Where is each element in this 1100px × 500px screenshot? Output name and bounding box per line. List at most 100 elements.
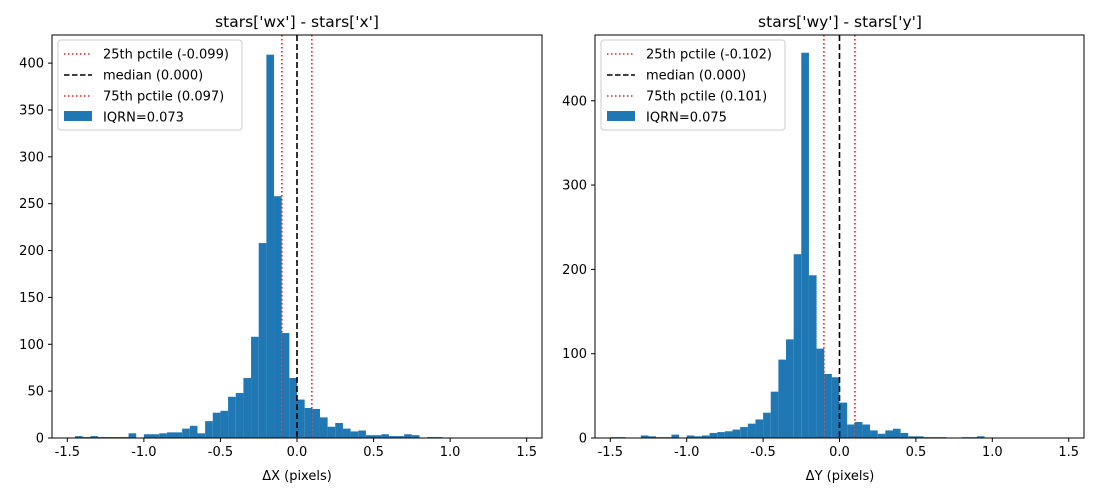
x-ticks: -1.5 -1.0 -0.5 0.0 0.5 1.0 1.5	[55, 438, 537, 460]
legend-label-hist: IQRN=0.075	[646, 111, 727, 126]
legend-label-75th: 75th pctile (0.101)	[646, 90, 767, 105]
histogram-bar	[396, 436, 405, 438]
histogram-bar	[182, 428, 190, 438]
x-tick-label: -0.5	[208, 445, 233, 460]
histogram-bar	[847, 424, 855, 438]
y-tick-label: 100	[19, 338, 44, 353]
histogram-bar	[732, 429, 741, 438]
histogram-bar	[335, 423, 343, 438]
histogram-bar	[166, 432, 175, 438]
histogram-bar	[243, 378, 252, 438]
x-tick-label: 0.0	[287, 445, 308, 460]
histogram-bar	[977, 436, 985, 438]
histogram-bar	[808, 275, 817, 438]
histogram-bar	[801, 52, 809, 439]
histogram-bar	[816, 348, 825, 438]
legend-label-75th: 75th pctile (0.097)	[103, 90, 224, 105]
histogram-bar	[289, 378, 297, 438]
histogram-bar	[274, 196, 282, 438]
histogram-bar	[740, 427, 748, 438]
y-tick-label: 200	[562, 263, 587, 278]
histogram-bar	[90, 436, 98, 438]
histogram-bar	[915, 436, 924, 438]
histogram-bar	[709, 432, 718, 438]
histogram-bar	[319, 417, 328, 438]
histogram-bar	[770, 391, 779, 438]
histogram-bar	[235, 393, 244, 438]
x-axis-label: ΔX (pixels)	[262, 469, 332, 484]
x-tick-label: 1.0	[982, 445, 1003, 460]
histogram-bar	[885, 430, 893, 438]
y-tick-label: 150	[19, 291, 44, 306]
histogram-panel-dx: stars['wx'] - stars['x'] -1.5 -1.0 -0.5 0.0…	[19, 13, 543, 484]
vlines-group	[281, 35, 313, 438]
histogram-bar	[128, 433, 137, 438]
histogram-bar	[205, 421, 213, 438]
histogram-bar	[648, 436, 657, 438]
y-tick-label: 400	[19, 57, 44, 72]
legend: 25th pctile (-0.099) median (0.000) 75th…	[57, 39, 243, 131]
histogram-bar	[892, 428, 901, 438]
y-tick-label: 300	[19, 150, 44, 165]
histogram-bar	[854, 421, 863, 438]
x-tick-label: 1.0	[440, 445, 461, 460]
y-tick-label: 350	[19, 103, 44, 118]
y-tick-label: 400	[562, 94, 587, 109]
histogram-bar	[297, 399, 305, 438]
histogram-bar	[671, 434, 680, 438]
y-tick-label: 200	[19, 244, 44, 259]
histogram-bar	[74, 436, 83, 438]
y-tick-label: 50	[27, 385, 44, 400]
histogram-bar	[327, 426, 336, 438]
histogram-bar	[908, 436, 916, 438]
legend-handle-hist	[607, 111, 635, 121]
histogram-bar	[786, 339, 794, 438]
bars-group	[610, 52, 985, 439]
histogram-bar	[747, 423, 756, 438]
histogram-bar	[281, 333, 290, 438]
histogram-bar	[312, 408, 320, 438]
histogram-bar	[220, 410, 229, 438]
legend-box	[57, 39, 243, 131]
histogram-bar	[381, 434, 389, 438]
histogram-bar	[365, 435, 374, 438]
x-axis-label: ΔY (pixels)	[806, 469, 875, 484]
y-ticks: 0 100 200 300 400	[562, 94, 595, 447]
histogram-bar	[793, 254, 802, 438]
histogram-bar	[763, 412, 771, 438]
histogram-bar	[174, 432, 183, 438]
histogram-bar	[212, 412, 221, 438]
legend-label-hist: IQRN=0.073	[103, 111, 184, 126]
histogram-bar	[350, 431, 359, 438]
x-tick-label: -1.5	[55, 445, 80, 460]
legend-box	[600, 39, 786, 131]
histogram-bar	[266, 54, 275, 439]
histogram-bar	[862, 424, 871, 438]
x-tick-label: -1.0	[674, 445, 699, 460]
histogram-bar	[839, 402, 848, 438]
y-tick-label: 250	[19, 197, 44, 212]
chart-title: stars['wx'] - stars['x']	[215, 13, 379, 31]
histogram-bar	[717, 432, 725, 438]
histogram-bar	[159, 433, 167, 438]
vlines-group	[823, 35, 856, 438]
histogram-bar	[694, 436, 702, 438]
histogram-bar	[189, 425, 198, 438]
legend-label-median: median (0.000)	[103, 69, 203, 84]
histogram-bar	[388, 436, 397, 438]
histogram-bar	[304, 408, 313, 438]
histogram-bar	[411, 435, 420, 438]
histogram-bar	[755, 419, 764, 438]
histogram-bar	[778, 359, 787, 438]
histogram-bar	[373, 435, 382, 438]
histogram-bar	[701, 435, 710, 438]
bars-group	[74, 54, 443, 439]
x-tick-label: 0.5	[363, 445, 384, 460]
histogram-panel-dy: stars['wy'] - stars['y'] -1.5 -1.0 -0.5 0.0…	[562, 13, 1085, 484]
legend-label-median: median (0.000)	[646, 69, 746, 84]
y-tick-label: 100	[562, 347, 587, 362]
x-tick-label: -1.5	[598, 445, 623, 460]
x-tick-label: -0.5	[750, 445, 775, 460]
histogram-bar	[824, 373, 832, 438]
